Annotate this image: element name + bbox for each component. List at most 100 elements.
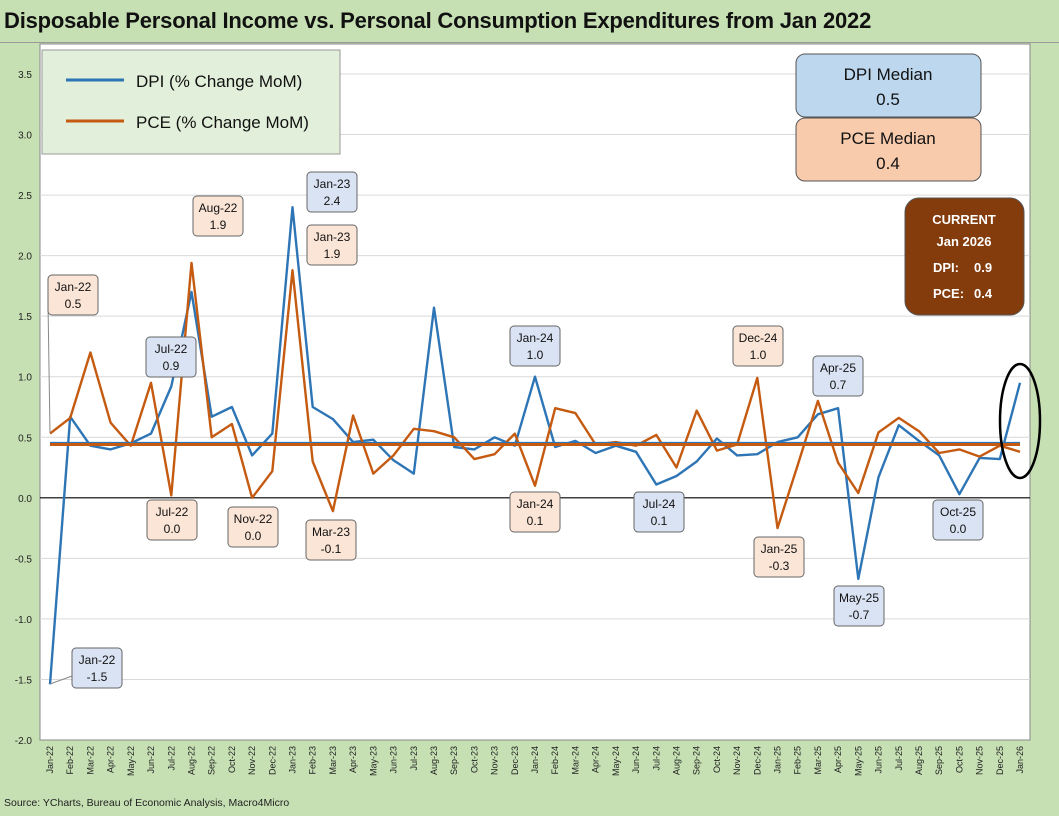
- x-tick-label: Sep-24: [692, 746, 702, 775]
- x-tick-label: Mar-23: [328, 746, 338, 775]
- x-tick-label: Nov-23: [490, 746, 500, 775]
- y-tick-label: -1.5: [15, 675, 33, 686]
- pce-median-title: PCE Median: [840, 129, 935, 148]
- x-tick-label: Dec-25: [995, 746, 1005, 775]
- y-tick-label: -0.5: [15, 554, 33, 565]
- x-tick-label: Nov-25: [975, 746, 985, 775]
- annotation-leaders: [47, 302, 73, 685]
- annotation-value: 0.0: [164, 522, 181, 536]
- x-tick-label: Nov-22: [247, 746, 257, 775]
- annotation-box: [305, 519, 357, 561]
- x-tick-label: Jan-25: [773, 746, 783, 774]
- annotation-value: 0.5: [65, 297, 82, 311]
- annotation-box: [306, 224, 358, 266]
- x-tick-label: Oct-22: [227, 746, 237, 773]
- pce-median-value: 0.4: [876, 154, 900, 173]
- x-tick-label: Dec-23: [510, 746, 520, 775]
- x-tick-label: Aug-23: [429, 746, 439, 775]
- x-tick-label: Jun-22: [146, 746, 156, 774]
- current-title: CURRENT: [932, 212, 996, 227]
- annotation-dpi-may-25: May-25 -0.7: [833, 585, 885, 627]
- annotation-pce-jan-23: Jan-23 1.9: [306, 224, 358, 266]
- x-tick-label: Jan-24: [530, 746, 540, 774]
- x-tick-label: Jul-25: [894, 746, 904, 771]
- latest-point-highlight: [998, 362, 1042, 480]
- annotation-box: [932, 499, 984, 541]
- legend-pce-label: PCE (% Change MoM): [136, 113, 309, 132]
- annotation-label: May-25: [839, 591, 879, 605]
- y-tick-label: 0.0: [18, 494, 32, 505]
- annotation-pce-jan-24: Jan-24 0.1: [509, 491, 561, 533]
- annotation-label: Jan-23: [314, 230, 351, 244]
- x-tick-label: Jun-23: [389, 746, 399, 774]
- annotation-box: [732, 325, 784, 367]
- median-lines: [50, 441, 1020, 447]
- x-tick-label: Sep-22: [207, 746, 217, 775]
- annotation-value: 0.7: [830, 378, 847, 392]
- annotation-label: Jan-22: [55, 280, 92, 294]
- annotation-pce-mar-23: Mar-23 -0.1: [305, 519, 357, 561]
- dpi-median-title: DPI Median: [844, 65, 933, 84]
- annotation-box: [192, 195, 244, 237]
- series-lines: [48, 205, 1022, 685]
- x-tick-label: Jan-22: [45, 746, 55, 774]
- x-tick-label: Jan-23: [288, 746, 298, 774]
- current-date: Jan 2026: [937, 234, 992, 249]
- x-tick-label: Oct-25: [954, 746, 964, 773]
- y-tick-label: 2.0: [18, 252, 32, 263]
- annotation-label: Apr-25: [820, 361, 856, 375]
- x-tick-label: Oct-23: [469, 746, 479, 773]
- annotation-pce-jan-22: Jan-22 0.5: [47, 274, 99, 316]
- x-tick-label: May-25: [853, 746, 863, 776]
- x-tick-label: Jul-22: [166, 746, 176, 771]
- annotation-box: [306, 171, 358, 213]
- current-pce-label: PCE:: [933, 286, 964, 301]
- annotation-box: [509, 325, 561, 367]
- annotation-box: [633, 491, 685, 533]
- x-tick-label: Mar-24: [570, 746, 580, 775]
- annotation-box: [833, 585, 885, 627]
- annotation-dpi-jan-24: Jan-24 1.0: [509, 325, 561, 367]
- annotation-value: 0.1: [651, 514, 668, 528]
- x-tick-label: Feb-25: [793, 746, 803, 775]
- annotation-label: Jan-24: [517, 331, 554, 345]
- x-tick-label: Aug-25: [914, 746, 924, 775]
- annotation-callouts: Jan-22 -1.5 Jan-22 0.5 Jul-22 0.9 Jul-22 0.0 Aug…: [47, 171, 984, 689]
- x-tick-label: Dec-24: [752, 746, 762, 775]
- annotation-dpi-jan-22: Jan-22 -1.5: [71, 647, 123, 689]
- annotation-label: Jan-22: [79, 653, 116, 667]
- annotation-label: Jan-25: [761, 542, 798, 556]
- annotation-box: [71, 647, 123, 689]
- current-dpi-value: 0.9: [974, 260, 992, 275]
- annotation-label: Jan-24: [517, 497, 554, 511]
- x-tick-label: Mar-25: [813, 746, 823, 775]
- annotation-pce-nov-22: Nov-22 0.0: [227, 506, 279, 548]
- x-tick-label: Jul-24: [651, 746, 661, 771]
- pce-series-line: [49, 261, 1021, 530]
- annotation-box: [145, 336, 197, 378]
- x-tick-label: May-24: [611, 746, 621, 776]
- annotation-label: Mar-23: [312, 525, 350, 539]
- source-note: Source: YCharts, Bureau of Economic Anal…: [4, 797, 290, 809]
- annotation-label: Jul-22: [156, 505, 189, 519]
- annotation-label: Aug-22: [199, 201, 238, 215]
- y-tick-label: 1.5: [18, 312, 32, 323]
- annotation-label: Jan-23: [314, 177, 351, 191]
- annotation-box: [47, 274, 99, 316]
- annotation-label: Jul-22: [155, 342, 188, 356]
- annotation-dpi-jul-24: Jul-24 0.1: [633, 491, 685, 533]
- y-tick-label: 1.0: [18, 373, 32, 384]
- annotation-value: 1.9: [210, 218, 227, 232]
- y-tick-label: 0.5: [18, 433, 32, 444]
- x-tick-label: Aug-22: [186, 746, 196, 775]
- annotation-value: -1.5: [87, 670, 108, 684]
- annotation-value: -0.3: [769, 559, 790, 573]
- annotation-dpi-jan-23: Jan-23 2.4: [306, 171, 358, 213]
- dpi-series-line: [48, 205, 1022, 685]
- annotation-value: 1.0: [750, 348, 767, 362]
- x-tick-label: Feb-23: [308, 746, 318, 775]
- x-tick-label: Jul-23: [409, 746, 419, 771]
- title-divider: [0, 42, 1059, 43]
- x-tick-label: Jun-24: [631, 746, 641, 774]
